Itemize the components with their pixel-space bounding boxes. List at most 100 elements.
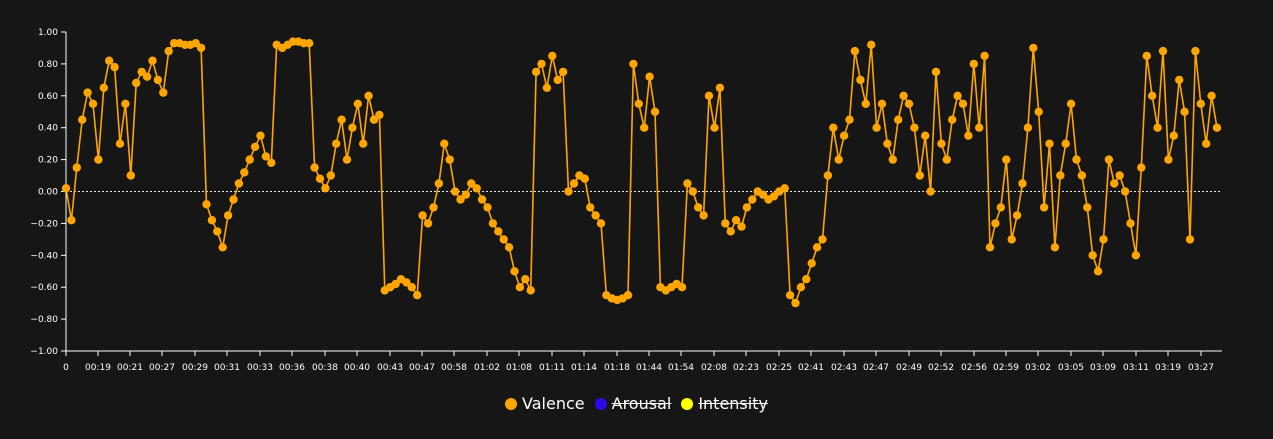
data-point[interactable] — [915, 171, 924, 180]
data-point[interactable] — [504, 243, 514, 252]
data-point[interactable] — [72, 163, 82, 172]
data-point[interactable] — [845, 115, 854, 124]
data-point[interactable] — [375, 110, 384, 120]
data-point[interactable] — [742, 203, 752, 212]
data-point[interactable] — [564, 187, 573, 196]
data-point[interactable] — [1137, 163, 1146, 172]
data-point[interactable] — [196, 43, 206, 53]
data-point[interactable] — [748, 195, 757, 204]
data-point[interactable] — [364, 91, 373, 101]
data-point[interactable] — [191, 39, 200, 48]
data-point[interactable] — [548, 51, 557, 61]
data-point[interactable] — [337, 115, 346, 124]
data-point[interactable] — [1088, 251, 1097, 260]
data-point[interactable] — [1007, 235, 1016, 244]
data-point[interactable] — [710, 123, 719, 132]
data-point[interactable] — [110, 62, 119, 72]
data-point[interactable] — [1104, 155, 1114, 164]
data-point[interactable] — [1077, 171, 1087, 180]
data-point[interactable] — [537, 59, 546, 69]
data-point[interactable] — [1169, 131, 1179, 140]
data-point[interactable] — [234, 179, 244, 188]
data-point[interactable] — [623, 291, 633, 300]
data-point[interactable] — [877, 99, 887, 109]
data-point[interactable] — [1131, 251, 1141, 260]
data-point[interactable] — [213, 227, 222, 236]
data-point[interactable] — [731, 216, 741, 225]
data-point[interactable] — [429, 203, 438, 212]
data-point[interactable] — [407, 283, 416, 292]
data-point[interactable] — [105, 56, 114, 65]
data-point[interactable] — [434, 179, 444, 188]
data-point[interactable] — [677, 283, 687, 292]
data-point[interactable] — [591, 211, 600, 220]
data-point[interactable] — [391, 279, 400, 289]
data-point[interactable] — [1142, 51, 1152, 61]
data-point[interactable] — [1045, 139, 1054, 148]
data-point[interactable] — [510, 267, 519, 276]
data-point[interactable] — [148, 56, 157, 65]
data-point[interactable] — [1202, 139, 1211, 148]
data-point[interactable] — [839, 131, 849, 140]
data-point[interactable] — [348, 123, 357, 132]
data-point[interactable] — [67, 216, 76, 225]
data-point[interactable] — [488, 219, 498, 228]
data-point[interactable] — [780, 184, 789, 193]
data-point[interactable] — [359, 139, 368, 148]
data-point[interactable] — [769, 192, 779, 201]
data-point[interactable] — [315, 174, 325, 183]
data-point[interactable] — [721, 219, 730, 228]
data-point[interactable] — [369, 115, 379, 124]
data-point[interactable] — [645, 72, 654, 81]
data-point[interactable] — [926, 187, 935, 196]
data-point[interactable] — [1093, 267, 1103, 276]
data-point[interactable] — [440, 139, 449, 148]
data-point[interactable] — [1099, 235, 1108, 244]
data-point[interactable] — [332, 139, 341, 148]
data-point[interactable] — [526, 286, 535, 295]
data-point[interactable] — [321, 184, 330, 193]
data-point[interactable] — [78, 115, 87, 124]
data-point[interactable] — [267, 158, 276, 167]
data-point[interactable] — [937, 139, 946, 148]
data-point[interactable] — [688, 187, 697, 196]
data-point[interactable] — [353, 99, 362, 109]
legend-item-valence[interactable]: Valence — [505, 394, 585, 413]
data-point[interactable] — [596, 219, 606, 228]
data-point[interactable] — [531, 67, 541, 77]
data-point[interactable] — [991, 219, 1000, 228]
data-point[interactable] — [521, 275, 530, 284]
data-point[interactable] — [121, 99, 130, 109]
data-point[interactable] — [1110, 179, 1119, 188]
data-point[interactable] — [418, 211, 427, 220]
data-point[interactable] — [586, 203, 595, 212]
data-point[interactable] — [207, 216, 217, 225]
data-point[interactable] — [94, 155, 103, 164]
data-point[interactable] — [899, 91, 908, 101]
data-point[interactable] — [807, 259, 816, 268]
data-point[interactable] — [1056, 171, 1065, 180]
data-point[interactable] — [634, 99, 643, 109]
data-point[interactable] — [921, 131, 930, 140]
data-point[interactable] — [240, 168, 249, 177]
data-point[interactable] — [553, 75, 562, 85]
data-point[interactable] — [99, 83, 109, 93]
data-point[interactable] — [261, 152, 271, 161]
data-point[interactable] — [1018, 179, 1027, 188]
data-point[interactable] — [153, 75, 163, 85]
data-point[interactable] — [834, 155, 843, 164]
data-point[interactable] — [867, 40, 876, 49]
data-point[interactable] — [985, 243, 995, 252]
data-point[interactable] — [1180, 107, 1189, 117]
data-point[interactable] — [1115, 171, 1124, 180]
data-point[interactable] — [1126, 219, 1135, 228]
data-point[interactable] — [1072, 155, 1081, 164]
data-point[interactable] — [1191, 46, 1200, 56]
data-point[interactable] — [910, 123, 919, 132]
data-point[interactable] — [1083, 203, 1092, 212]
data-point[interactable] — [569, 179, 579, 188]
data-point[interactable] — [785, 291, 795, 300]
data-point[interactable] — [402, 278, 411, 287]
data-point[interactable] — [812, 243, 822, 252]
data-point[interactable] — [969, 59, 978, 69]
